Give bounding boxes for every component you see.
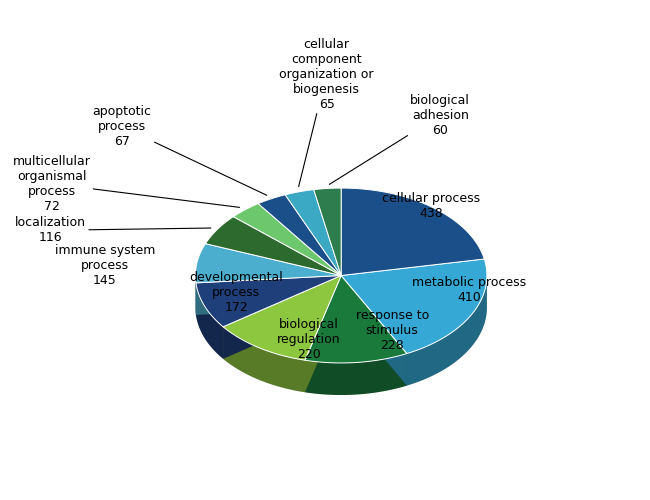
Polygon shape — [223, 276, 341, 359]
Text: cellular
component
organization or
biogenesis
65: cellular component organization or bioge… — [280, 38, 374, 186]
Polygon shape — [341, 276, 407, 386]
Polygon shape — [407, 276, 487, 386]
Polygon shape — [196, 276, 341, 327]
Polygon shape — [223, 276, 341, 359]
Polygon shape — [196, 283, 223, 359]
Text: biological
regulation
220: biological regulation 220 — [278, 318, 341, 361]
Polygon shape — [196, 276, 487, 395]
Text: cellular process
438: cellular process 438 — [382, 192, 480, 220]
Polygon shape — [305, 354, 407, 395]
Polygon shape — [223, 327, 305, 392]
Polygon shape — [314, 188, 341, 276]
Text: apoptotic
process
67: apoptotic process 67 — [93, 106, 266, 196]
Polygon shape — [341, 259, 487, 354]
Polygon shape — [305, 276, 341, 392]
Text: localization
116: localization 116 — [15, 216, 211, 244]
Polygon shape — [258, 195, 341, 276]
Polygon shape — [285, 190, 341, 276]
Text: biological
adhesion
60: biological adhesion 60 — [330, 94, 470, 184]
Text: multicellular
organismal
process
72: multicellular organismal process 72 — [12, 154, 240, 212]
Text: response to
stimulus
228: response to stimulus 228 — [356, 310, 429, 352]
Polygon shape — [196, 276, 341, 315]
Polygon shape — [305, 276, 407, 363]
Polygon shape — [341, 188, 484, 276]
Polygon shape — [196, 276, 341, 315]
Polygon shape — [223, 276, 341, 360]
Polygon shape — [305, 276, 341, 392]
Polygon shape — [341, 276, 407, 386]
Text: metabolic process
410: metabolic process 410 — [412, 276, 526, 304]
Polygon shape — [205, 216, 341, 276]
Polygon shape — [196, 244, 341, 283]
Text: immune system
process
145: immune system process 145 — [55, 244, 155, 287]
Polygon shape — [233, 204, 341, 276]
Text: developmental
process
172: developmental process 172 — [189, 272, 283, 314]
